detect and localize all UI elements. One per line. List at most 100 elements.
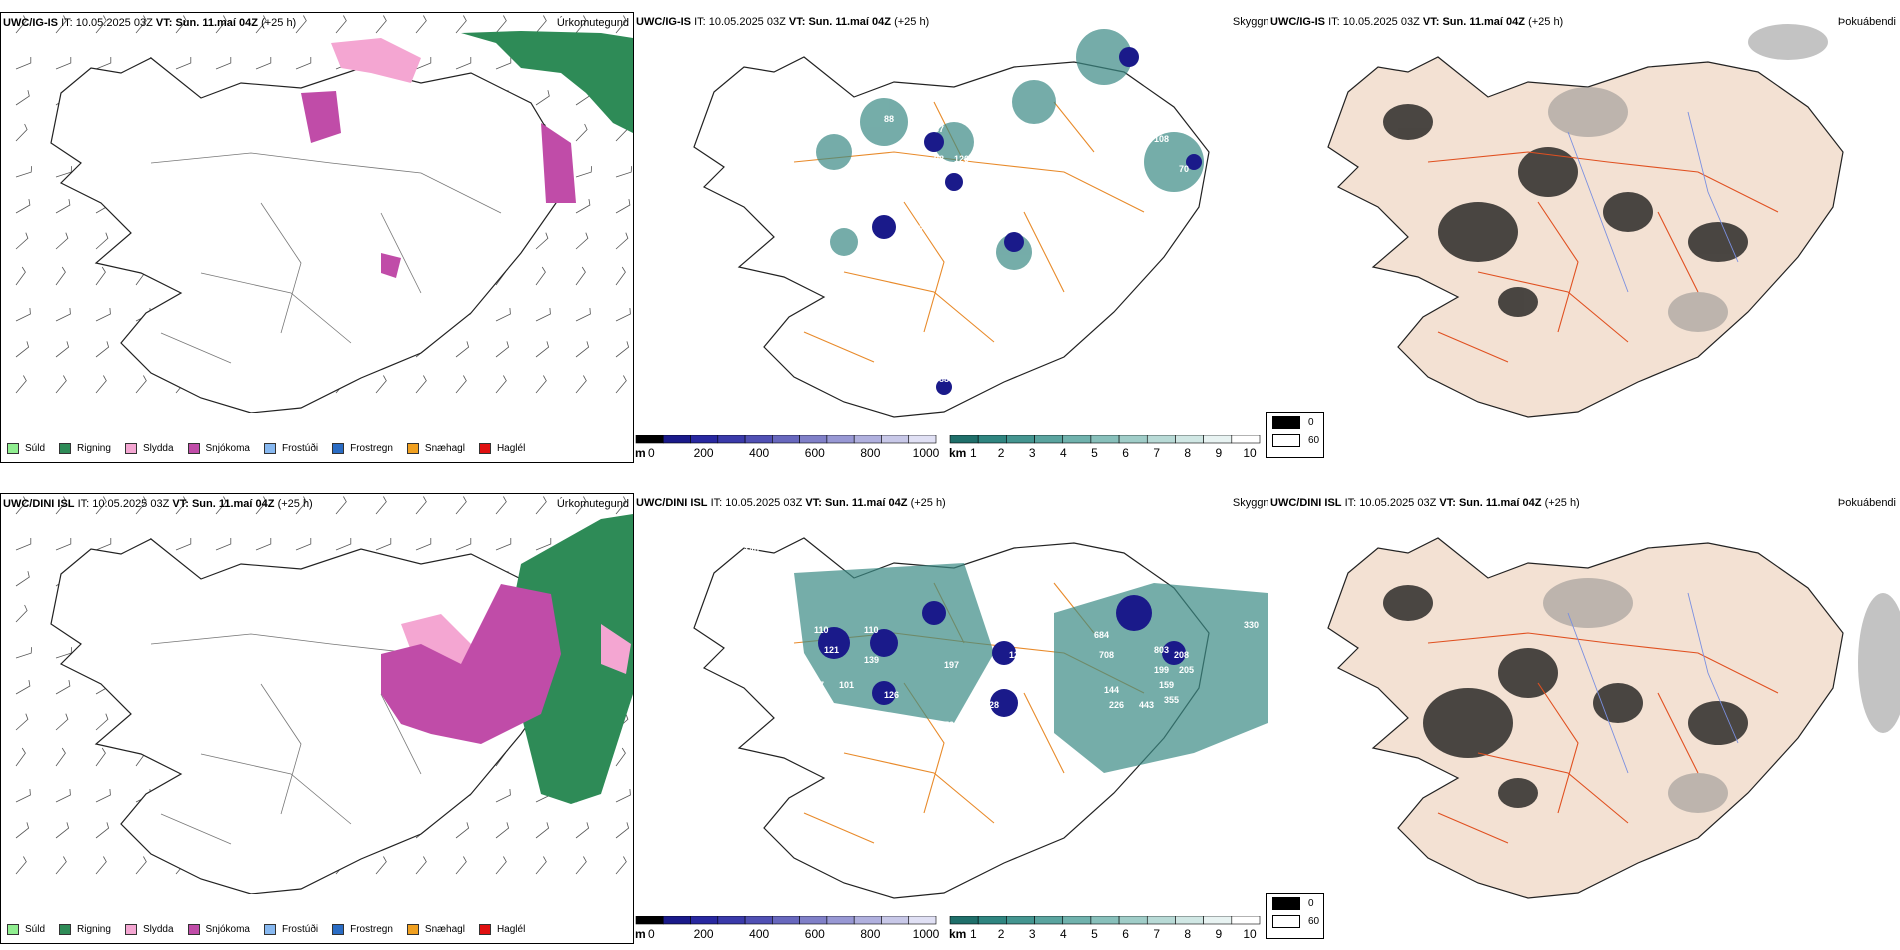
wind-barb	[615, 166, 632, 178]
colorbar-tick: 800	[860, 927, 880, 941]
wind-barb	[455, 375, 467, 394]
river-network	[1567, 592, 1739, 774]
wind-barb	[55, 713, 69, 731]
colorbar-swatch	[908, 434, 937, 444]
legend-item: Rigning	[59, 443, 111, 454]
colorbar-swatch	[949, 434, 979, 444]
legend-swatch	[263, 924, 276, 935]
wind-barb	[535, 341, 550, 358]
wind-barb	[415, 57, 432, 70]
visibility-value-label: 101	[839, 680, 854, 690]
legend-label: Snjókoma	[205, 924, 250, 935]
colorbar-tick: 800	[860, 446, 880, 460]
visibility-value-label: 88	[884, 114, 894, 124]
fog-legend-label: 0	[1308, 897, 1314, 909]
wind-barb	[95, 341, 110, 358]
wind-barb	[495, 375, 507, 394]
visibility-product-label-top: Skyggni	[1232, 16, 1272, 28]
colorbar-tick: 200	[694, 927, 714, 941]
wind-barb	[15, 57, 32, 70]
wind-barb	[95, 747, 106, 767]
colorbar-swatch	[690, 434, 719, 444]
wind-barb	[415, 15, 427, 34]
wind-barb	[295, 57, 312, 70]
snow-area	[301, 91, 576, 278]
colorbar-swatch	[690, 915, 719, 925]
wind-barb	[295, 538, 312, 551]
fog-legend-swatch	[1272, 433, 1300, 447]
legend-swatch	[7, 924, 19, 935]
wind-barb	[575, 232, 589, 250]
wind-barb	[575, 266, 586, 286]
fog-legend-label: 0	[1308, 416, 1314, 428]
colorbar-tick: 5	[1091, 446, 1098, 460]
visibility-value-label: 355	[1164, 695, 1179, 705]
colorbar-tick: 8	[1184, 446, 1191, 460]
legend-label: Haglél	[496, 443, 526, 454]
wind-barb	[55, 199, 71, 214]
precip-panel-top: UWC/IG-IS IT: 10.05.2025 03Z VT: Sun. 11…	[0, 12, 634, 463]
precip-product-label-top: Úrkomutegund	[556, 17, 629, 29]
fog-shading	[1383, 104, 1748, 317]
road-network	[1427, 151, 1779, 363]
visibility-value-label: 129	[804, 695, 819, 705]
fog-legend-label: 60	[1308, 915, 1320, 927]
colorbar-tick: 1	[970, 446, 977, 460]
wind-barb	[415, 856, 427, 875]
legend-label: Frostregn	[350, 924, 393, 935]
visibility-value-label: 87	[934, 124, 944, 134]
visibility-map-bottom: 140 110 121 110 139 137 129 101 126 197 121 91 684 70…	[693, 537, 1268, 899]
wind-barb	[455, 822, 470, 839]
fog-map-bottom	[1327, 537, 1900, 899]
wind-barb	[335, 538, 352, 551]
wind-barb	[615, 822, 630, 839]
wind-barb	[535, 856, 547, 875]
wind-barb	[55, 822, 70, 839]
wind-barb	[255, 15, 267, 34]
legend-item: Slydda	[124, 443, 174, 454]
wind-barb	[575, 341, 590, 358]
colorbar-swatch	[717, 434, 746, 444]
legend-item: Snjókoma	[187, 443, 250, 454]
legend-item: Rigning	[59, 924, 111, 935]
wind-barb	[615, 199, 631, 214]
colorbar-tick: 1	[970, 927, 977, 941]
colorbar-tick: 9	[1216, 446, 1223, 460]
visibility-value-label: 70	[1179, 164, 1189, 174]
colorbar-tick: 7	[1153, 927, 1160, 941]
colorbar-swatch	[1006, 434, 1035, 444]
wind-barb	[615, 266, 626, 286]
wind-barb	[575, 496, 587, 515]
colorbar-tick: 4	[1060, 446, 1067, 460]
visibility-value-label: 197	[944, 660, 959, 670]
wind-barb	[255, 57, 272, 70]
legend-label: Súld	[25, 924, 46, 935]
wind-barb	[15, 90, 30, 106]
legend-item: Snjókoma	[187, 924, 250, 935]
wind-barb	[15, 123, 28, 142]
legend-label: Slydda	[142, 443, 174, 454]
colorbar-swatch	[1034, 434, 1064, 444]
colorbar-swatch	[1175, 434, 1204, 444]
wind-barb	[135, 15, 147, 34]
rain-area	[511, 514, 633, 804]
colorbar-swatch	[949, 915, 979, 925]
precip-panel-bottom: UWC/DINI ISL IT: 10.05.2025 03Z VT: Sun.…	[0, 493, 634, 944]
wind-barb	[215, 15, 227, 34]
visibility-panel-top: 139 87 92 81 88 87 98 120 104 100 97 36 108 104 70 88 U…	[634, 12, 1272, 463]
colorbar-swatch	[1231, 434, 1261, 444]
visibility-value-label: 120	[954, 154, 969, 164]
wind-barb	[15, 647, 32, 659]
wind-barb	[15, 788, 31, 803]
visibility-value-label: 205	[1179, 665, 1194, 675]
legend-item: Haglél	[478, 443, 526, 454]
legend-item: Haglél	[478, 924, 525, 935]
colorbar-tick: 5	[1091, 927, 1098, 941]
colorbar-m-bottom: m 0 200 400 600 800 1000	[634, 915, 944, 944]
wind-barb	[615, 341, 630, 358]
wind-barb	[15, 713, 29, 731]
wind-barb	[215, 496, 227, 515]
colorbar-swatch	[662, 434, 691, 444]
wind-barb	[95, 496, 107, 515]
colorbar-swatch	[853, 915, 882, 925]
